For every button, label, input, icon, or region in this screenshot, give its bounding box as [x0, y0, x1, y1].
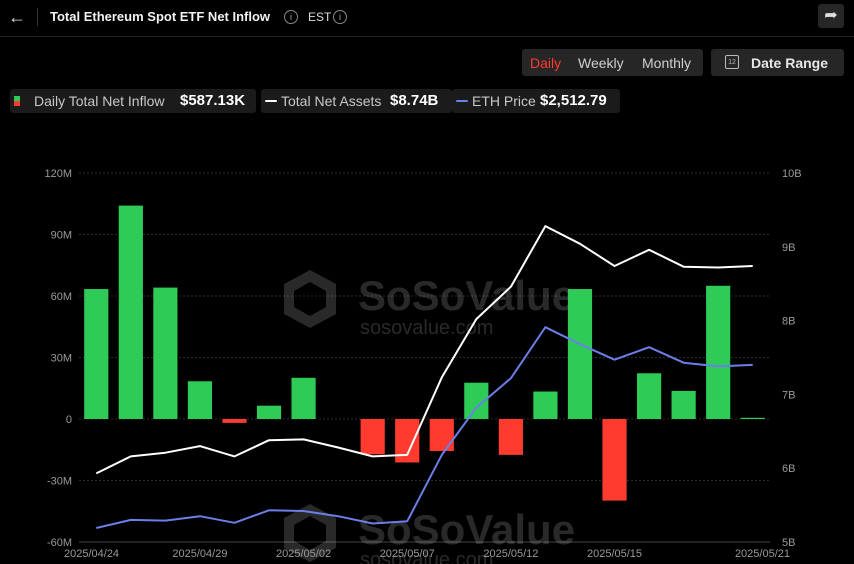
calendar-icon: 12 [725, 55, 739, 69]
timezone-label: EST [308, 10, 332, 24]
y-left-tick-label: 30M [51, 353, 72, 365]
x-tick-label: 2025/04/24 [64, 548, 119, 560]
bar [291, 377, 316, 419]
legend-label: Total Net Assets [281, 93, 382, 109]
bar [533, 391, 558, 419]
x-tick-label: 2025/04/29 [172, 548, 227, 560]
y-right-tick-label: 7B [782, 389, 795, 401]
divider [37, 8, 38, 26]
x-tick-label: 2025/05/07 [380, 548, 435, 560]
header-bar: ← Total Ethereum Spot ETF Net Inflow i E… [0, 0, 854, 37]
legend-value: $2,512.79 [540, 92, 607, 109]
y-right-tick-label: 9B [782, 242, 795, 254]
bar [256, 405, 282, 419]
timezone-info-icon[interactable]: i [333, 10, 347, 24]
total-net-assets-line [95, 225, 753, 475]
bar [360, 419, 385, 455]
bar-swatch-icon [14, 96, 20, 106]
period-weekly[interactable]: Weekly [578, 55, 624, 71]
eth-price-line [96, 326, 753, 529]
x-tick-label: 2025/05/02 [276, 548, 331, 560]
line-swatch-icon [456, 100, 468, 102]
bar [429, 419, 454, 451]
date-range-button[interactable]: 12 Date Range [711, 49, 844, 76]
legend-net-assets[interactable]: Total Net Assets $8.74B [261, 89, 452, 113]
bar [498, 419, 523, 455]
legend-value: $8.74B [390, 92, 439, 109]
legend-label: Daily Total Net Inflow [34, 93, 165, 109]
watermark-logo-icon [284, 504, 336, 562]
bar [84, 289, 109, 419]
y-left-tick-label: 120M [44, 168, 72, 180]
y-left-tick-label: -60M [47, 537, 72, 549]
watermark-url: sosovalue.com [360, 317, 493, 339]
y-left-tick-label: 90M [51, 230, 72, 242]
watermark-url: sosovalue.com [360, 549, 493, 564]
bar [222, 419, 247, 423]
share-icon[interactable]: ➦ [818, 4, 844, 28]
bar [118, 205, 143, 419]
x-tick-label: 2025/05/15 [587, 548, 642, 560]
period-daily[interactable]: Daily [530, 55, 562, 71]
bar [706, 285, 731, 419]
y-left-tick-label: 0 [66, 414, 72, 426]
period-toggle: Daily Weekly Monthly [522, 49, 703, 76]
y-right-tick-label: 10B [782, 168, 802, 180]
page-title: Total Ethereum Spot ETF Net Inflow [50, 9, 271, 24]
info-icon[interactable]: i [284, 10, 298, 24]
period-monthly[interactable]: Monthly [642, 55, 692, 71]
arrow-left-icon[interactable]: ← [8, 7, 26, 27]
x-tick-label: 2025/05/12 [483, 548, 538, 560]
bar [153, 287, 178, 419]
bar [740, 417, 765, 419]
y-left-tick-label: -30M [47, 476, 72, 488]
y-left-tick-label: 60M [51, 291, 72, 303]
y-right-tick-label: 8B [782, 316, 795, 328]
date-range-label: Date Range [751, 55, 829, 71]
bar [187, 381, 213, 419]
bar [636, 373, 662, 419]
x-tick-label: 2025/05/21 [735, 548, 790, 560]
legend-value: $587.13K [180, 92, 246, 109]
legend-label: ETH Price [472, 93, 536, 109]
line-swatch-icon [265, 100, 277, 102]
legend-eth-price[interactable]: ETH Price $2,512.79 [452, 89, 620, 113]
bar [567, 289, 593, 419]
y-right-tick-label: 5B [782, 537, 795, 549]
watermark-logo-icon [284, 270, 336, 328]
bar [671, 390, 696, 419]
legend-net-inflow[interactable]: Daily Total Net Inflow $587.13K [10, 89, 256, 113]
watermark-brand: SoSoValue [358, 272, 575, 319]
bar [602, 419, 627, 501]
y-right-tick-label: 6B [782, 463, 795, 475]
watermark-brand: SoSoValue [358, 506, 575, 553]
